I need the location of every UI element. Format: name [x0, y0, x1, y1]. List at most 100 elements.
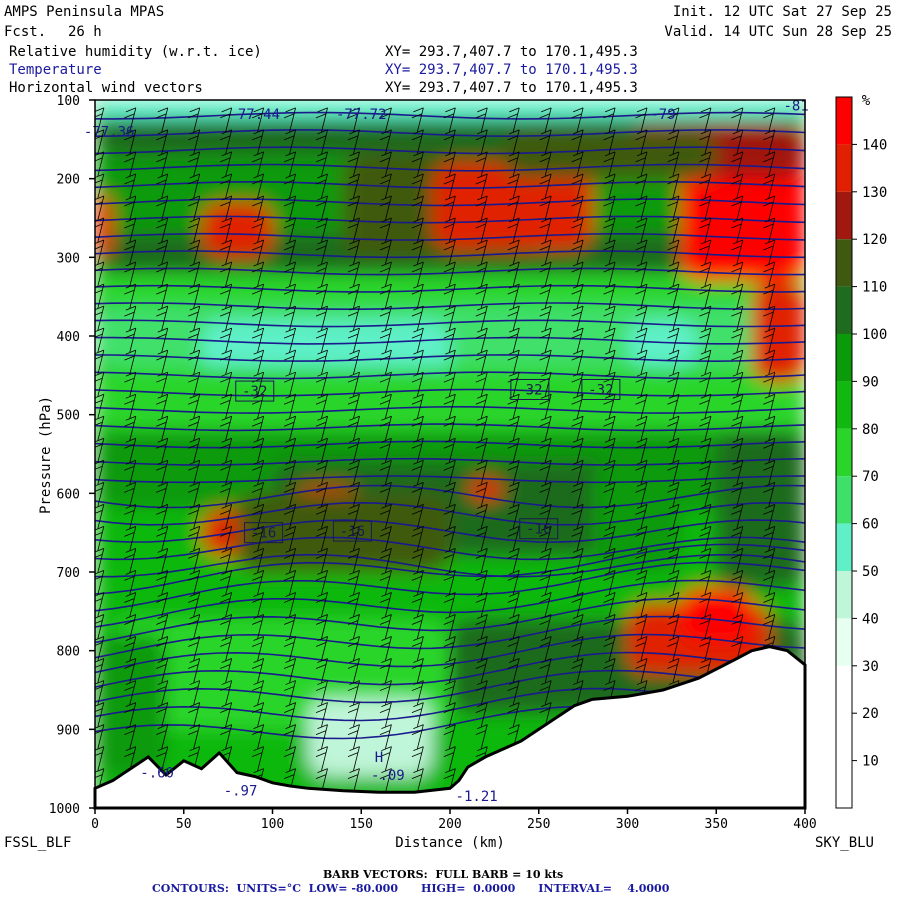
wind-barb-staff [353, 724, 360, 749]
wind-barb [188, 327, 201, 353]
wind-barb-flag [668, 614, 680, 619]
wind-barb-flag [347, 752, 359, 758]
wind-barb-flag [635, 421, 646, 427]
wind-barb-staff [193, 151, 201, 177]
wind-barb-flag [124, 421, 135, 427]
wind-barb-flag [95, 752, 103, 757]
wind-barb-flag [603, 157, 614, 163]
wind-barb [251, 349, 265, 375]
wind-barb [475, 239, 488, 265]
wind-barb [251, 437, 265, 463]
wind-barb-staff [257, 548, 265, 573]
wind-barb-flag [157, 129, 168, 135]
wind-barb-flag [379, 355, 391, 361]
wind-barb [347, 195, 360, 221]
wind-barb-staff [129, 306, 137, 331]
wind-barb-staff [544, 680, 552, 705]
wind-barb-flag [541, 570, 552, 575]
wind-barb-flag [125, 217, 136, 223]
wind-barb [379, 349, 392, 375]
wind-barb [251, 151, 265, 177]
wind-barb-flag [157, 415, 168, 421]
wind-barb-flag [317, 526, 328, 531]
wind-barb-flag [411, 333, 423, 339]
wind-barb-flag [156, 642, 167, 647]
wind-barb-flag [700, 107, 712, 113]
wind-barb-flag [636, 129, 648, 135]
wind-barb-flag [635, 664, 646, 669]
wind-barb [156, 437, 169, 463]
wind-barb-flag [381, 768, 392, 774]
wind-barb [220, 151, 233, 177]
wind-barb-flag [379, 465, 391, 471]
wind-barb-staff [321, 372, 328, 397]
wind-barb-flag [251, 223, 263, 229]
wind-barb-staff [576, 614, 584, 639]
wind-barb-flag [124, 311, 135, 317]
wind-barb [731, 195, 744, 221]
wind-barb [763, 261, 776, 287]
wind-barb-flag [445, 415, 456, 421]
wind-barb-flag [445, 129, 456, 135]
wind-barb-flag [699, 620, 710, 625]
wind-barb [347, 107, 360, 132]
wind-barb-flag [349, 371, 360, 377]
wind-barb-flag [764, 548, 775, 553]
wind-barb-flag [220, 708, 231, 713]
wind-barb-flag [731, 532, 742, 537]
wind-barb-staff [385, 680, 392, 705]
wind-barb-flag [763, 620, 774, 625]
wind-barb-flag [379, 267, 391, 273]
wind-barb-staff [193, 548, 201, 573]
wind-barb-flag [477, 680, 488, 685]
wind-barb-flag [732, 570, 744, 575]
wind-barb-staff [416, 129, 424, 154]
wind-barb-staff [576, 416, 584, 441]
wind-barb-flag [283, 443, 295, 449]
wind-barb-flag [251, 333, 263, 339]
wind-barb-flag [443, 201, 454, 207]
contour-label: -32 [588, 382, 613, 398]
wind-barb-flag [636, 195, 648, 201]
wind-barb-flag [347, 157, 359, 163]
wind-barb [539, 173, 552, 199]
wind-barb-staff [640, 261, 648, 287]
wind-barb-flag [604, 195, 616, 201]
wind-barb-flag [572, 503, 584, 509]
wind-barb-flag [381, 702, 392, 707]
wind-barb [347, 636, 360, 661]
wind-barb-flag [253, 283, 264, 289]
wind-barb-flag [668, 503, 680, 509]
wind-barb-flag [125, 526, 136, 531]
wind-barb-staff [225, 283, 233, 309]
wind-barb [124, 107, 137, 132]
wind-barb [699, 570, 712, 595]
wind-barb-flag [347, 708, 359, 713]
wind-barb-flag [156, 289, 167, 295]
y-tick-label: 600 [57, 487, 80, 502]
wind-barb-flag [156, 509, 167, 515]
wind-barb-staff [97, 570, 105, 595]
wind-barb [475, 503, 488, 529]
wind-barb-staff [512, 526, 520, 551]
wind-barb-flag [347, 421, 359, 427]
wind-barb-flag [731, 399, 742, 405]
wind-barb-flag [411, 113, 423, 119]
wind-barb [411, 503, 424, 529]
wind-barb-flag [347, 598, 359, 603]
wind-barb [603, 217, 616, 243]
wind-barb-flag [188, 708, 199, 713]
wind-barb-flag [443, 465, 454, 471]
wind-barb-flag [636, 415, 648, 421]
wind-barb-staff [736, 438, 744, 463]
wind-barb-staff [97, 460, 105, 485]
wind-barb-flag [411, 135, 423, 141]
wind-barb-flag [700, 173, 712, 179]
wind-barb-flag [507, 135, 518, 141]
wind-barb [635, 239, 648, 265]
wind-barb-flag [763, 289, 774, 295]
wind-barb-staff [672, 195, 680, 221]
wind-barb [124, 702, 137, 727]
wind-barb-staff [289, 195, 296, 221]
wind-barb-flag [317, 724, 328, 729]
